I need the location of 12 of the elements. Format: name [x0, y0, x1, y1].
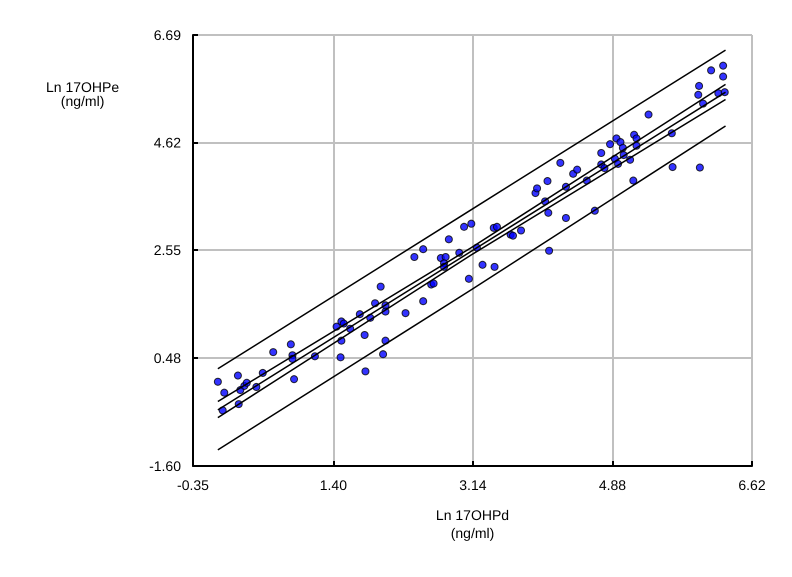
- y-tick-label: -1.60: [149, 458, 182, 474]
- y-tick-label: 6.69: [154, 27, 182, 43]
- y-axis-title: Ln 17OHPe (ng/ml): [46, 79, 120, 109]
- x-tick-label: 4.88: [598, 477, 626, 493]
- y-tick-label: 2.55: [154, 242, 182, 258]
- x-tick-label: -0.35: [177, 477, 210, 493]
- y-tick-label: 4.62: [154, 134, 182, 151]
- x-tick-label: 1.40: [320, 477, 348, 493]
- x-tick-label: 6.62: [738, 477, 766, 493]
- y-tick-label: 0.48: [154, 350, 182, 366]
- x-axis-title: Ln 17OHPd (ng/ml): [436, 507, 510, 541]
- x-tick-label: 3.14: [459, 477, 487, 493]
